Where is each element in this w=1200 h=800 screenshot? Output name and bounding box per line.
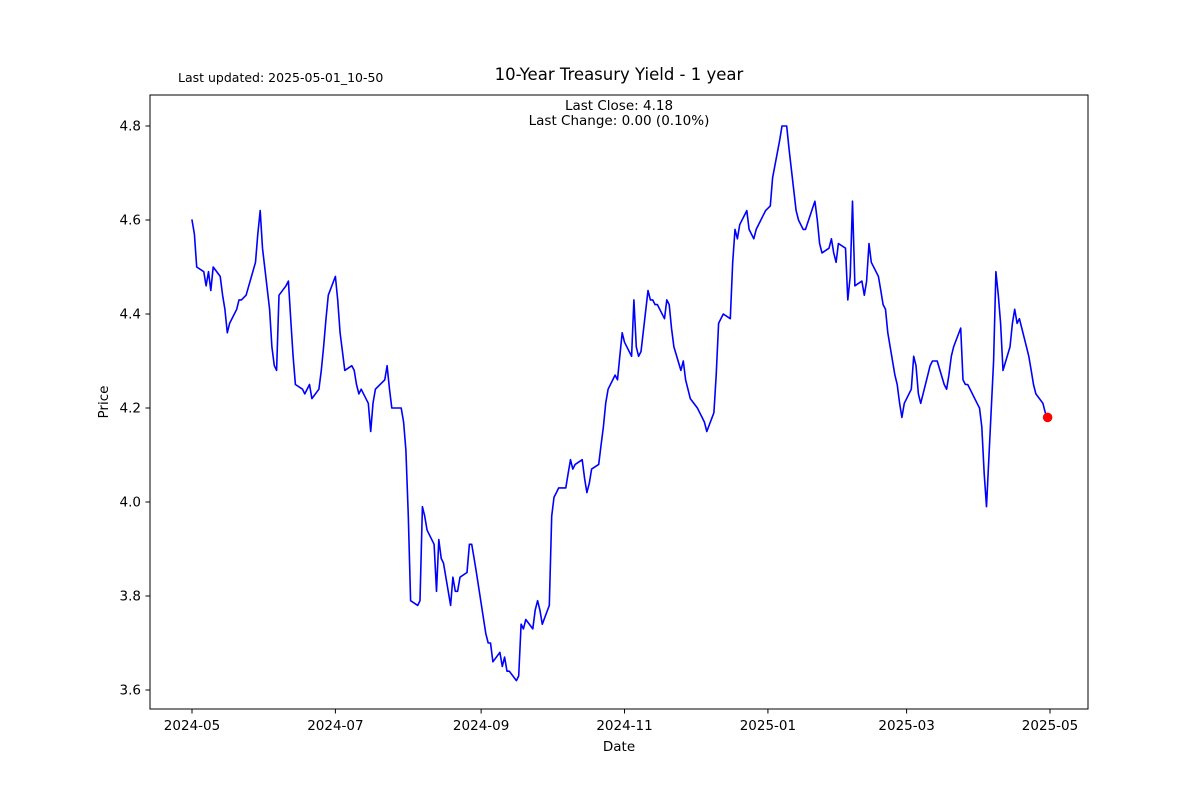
y-tick-label: 4.2 [120, 401, 141, 417]
y-tick-label: 4.8 [120, 119, 141, 135]
x-axis-label: Date [603, 739, 635, 755]
last-price-marker [1042, 412, 1053, 423]
y-tick-label: 3.8 [120, 589, 141, 605]
x-tick-label: 2024-07 [307, 718, 363, 734]
last-updated-text: Last updated: 2025-05-01_10-50 [178, 70, 384, 85]
y-axis-label: Price [96, 386, 112, 419]
y-tick-label: 4.0 [120, 495, 141, 511]
x-tick-label: 2025-03 [878, 718, 934, 734]
chart-title: 10-Year Treasury Yield - 1 year [494, 65, 744, 84]
yield-line [191, 125, 1049, 682]
x-tick-label: 2025-01 [740, 718, 796, 734]
last-change-annotation: Last Change: 0.00 (0.10%) [528, 113, 710, 129]
x-tick-label: 2024-11 [596, 718, 652, 734]
x-tick-label: 2024-05 [164, 718, 220, 734]
y-tick-label: 3.6 [120, 683, 141, 699]
x-tick-label: 2025-05 [1022, 718, 1078, 734]
y-tick-label: 4.4 [120, 307, 141, 323]
y-tick-label: 4.6 [120, 213, 141, 229]
last-close-annotation: Last Close: 4.18 [564, 98, 674, 114]
plot-border [149, 94, 1089, 710]
x-tick-label: 2024-09 [453, 718, 509, 734]
